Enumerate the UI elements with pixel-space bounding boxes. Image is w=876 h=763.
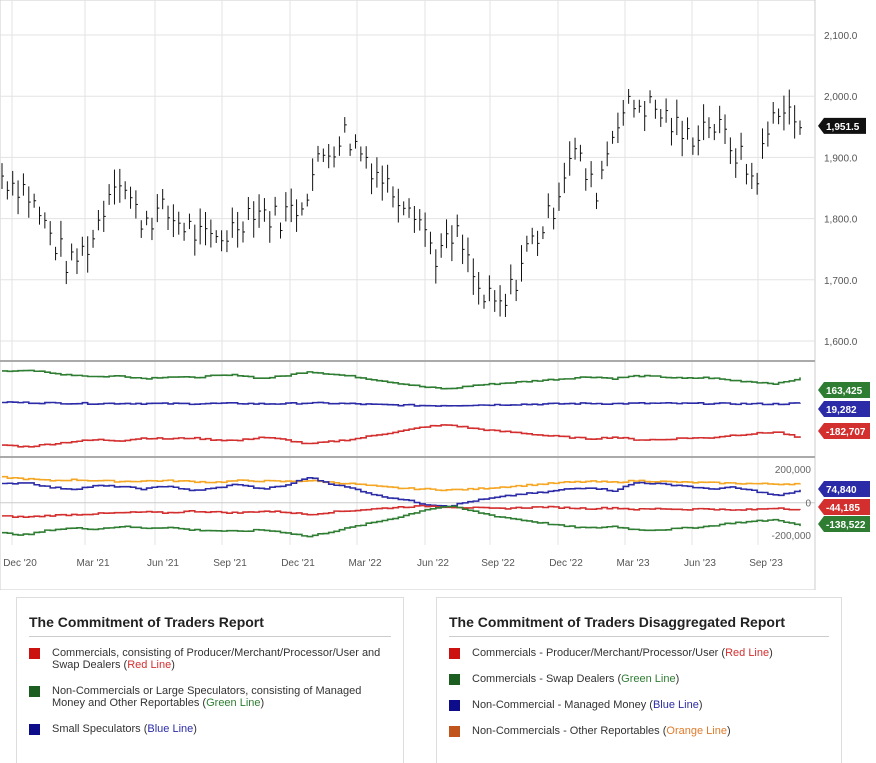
legend-text: Non-Commercial - Managed Money (Blue Lin… [472, 699, 703, 711]
legend-swatch [449, 674, 460, 685]
legend-item: Small Speculators (Blue Line) [29, 723, 391, 735]
last-price-label: 1,951.5 [826, 122, 860, 133]
x-tick-label: Dec '20 [3, 558, 37, 569]
y-tick-label: 200,000 [775, 465, 812, 476]
legend-swatch [29, 724, 40, 735]
legend-item: Non-Commercials - Other Reportables (Ora… [449, 725, 829, 737]
x-tick-label: Sep '23 [749, 558, 783, 569]
legend-text: Commercials - Swap Dealers (Green Line) [472, 673, 680, 685]
legend-line-name: Blue Line [147, 723, 194, 735]
legend-item: Commercials - Producer/Merchant/Processo… [449, 647, 829, 659]
series-value-tag [818, 516, 870, 532]
legend-text: Non-Commercials - Other Reportables (Ora… [472, 725, 731, 737]
x-tick-label: Mar '22 [348, 558, 381, 569]
y-tick-label: 1,700.0 [824, 276, 858, 287]
y-tick-label: 2,100.0 [824, 31, 858, 42]
legend-item: Non-Commercials or Large Speculators, co… [29, 685, 391, 709]
x-tick-label: Jun '23 [684, 558, 716, 569]
x-tick-label: Sep '21 [213, 558, 247, 569]
y-tick-label: 1,900.0 [824, 153, 858, 164]
legend-line-name: Red Line [725, 647, 770, 659]
legend-swatch [449, 648, 460, 659]
x-tick-label: Dec '22 [549, 558, 583, 569]
legend-swatch [449, 726, 460, 737]
series-line-small-speculators [2, 401, 801, 407]
series-value-tag [818, 499, 870, 515]
series-line-commercials [2, 424, 801, 448]
x-tick-label: Dec '21 [281, 558, 315, 569]
series-line-non-commercials [2, 369, 801, 390]
series-value-label: -44,185 [826, 503, 860, 514]
legend-swatch [449, 700, 460, 711]
legend-title: The Commitment of Traders Disaggregated … [449, 614, 829, 637]
x-tick-label: Jun '22 [417, 558, 449, 569]
legend-item: Commercials, consisting of Producer/Merc… [29, 647, 391, 671]
x-tick-label: Mar '23 [616, 558, 649, 569]
series-value-label: -182,707 [826, 427, 866, 438]
series-value-tag [818, 382, 870, 398]
cot-legend: The Commitment of Traders Report Commerc… [16, 597, 404, 763]
legend-line-name: Orange Line [666, 725, 727, 737]
series-line-other-reportables [2, 475, 801, 492]
x-tick-label: Jun '21 [147, 558, 179, 569]
x-tick-label: Mar '21 [76, 558, 109, 569]
legend-line-name: Green Line [206, 697, 261, 709]
y-tick-label: 2,000.0 [824, 92, 858, 103]
legend-swatch [29, 686, 40, 697]
last-price-tag [818, 117, 866, 134]
y-tick-label: 0 [805, 499, 811, 510]
legend-text: Small Speculators (Blue Line) [52, 723, 197, 735]
legend-line-name: Green Line [621, 673, 676, 685]
series-value-tag [818, 481, 870, 497]
series-value-label: 163,425 [826, 386, 863, 397]
legend-title: The Commitment of Traders Report [29, 614, 391, 637]
series-value-label: 19,282 [826, 405, 857, 416]
series-value-tag [818, 401, 870, 417]
cot-disaggregated-legend: The Commitment of Traders Disaggregated … [436, 597, 842, 763]
y-tick-label: 1,600.0 [824, 337, 858, 348]
legend-text: Commercials, consisting of Producer/Merc… [52, 647, 381, 671]
series-line-swap-dealers [2, 505, 801, 538]
plot-frame [0, 0, 816, 590]
x-tick-label: Sep '22 [481, 558, 515, 569]
gold-cot-chart: Dec '20 Mar '21 Jun '21 Sep '21 Dec '21 Mar '… [0, 0, 870, 590]
series-value-label: 74,840 [826, 485, 857, 496]
series-line-producer-merchant [2, 504, 801, 519]
legend-item: Commercials - Swap Dealers (Green Line) [449, 673, 829, 685]
legend-line-name: Blue Line [652, 699, 699, 711]
legend-line-name: Red Line [127, 659, 172, 671]
series-value-label: -138,522 [826, 520, 866, 531]
series-value-tag [818, 423, 870, 439]
y-tick-label: -200,000 [772, 531, 812, 542]
legend-text: Commercials - Producer/Merchant/Processo… [472, 647, 773, 659]
legend-text: Non-Commercials or Large Speculators, co… [52, 685, 362, 709]
legend-item: Non-Commercial - Managed Money (Blue Lin… [449, 699, 829, 711]
y-tick-label: 1,800.0 [824, 215, 858, 226]
legend-swatch [29, 648, 40, 659]
series-line-managed-money [2, 477, 801, 508]
